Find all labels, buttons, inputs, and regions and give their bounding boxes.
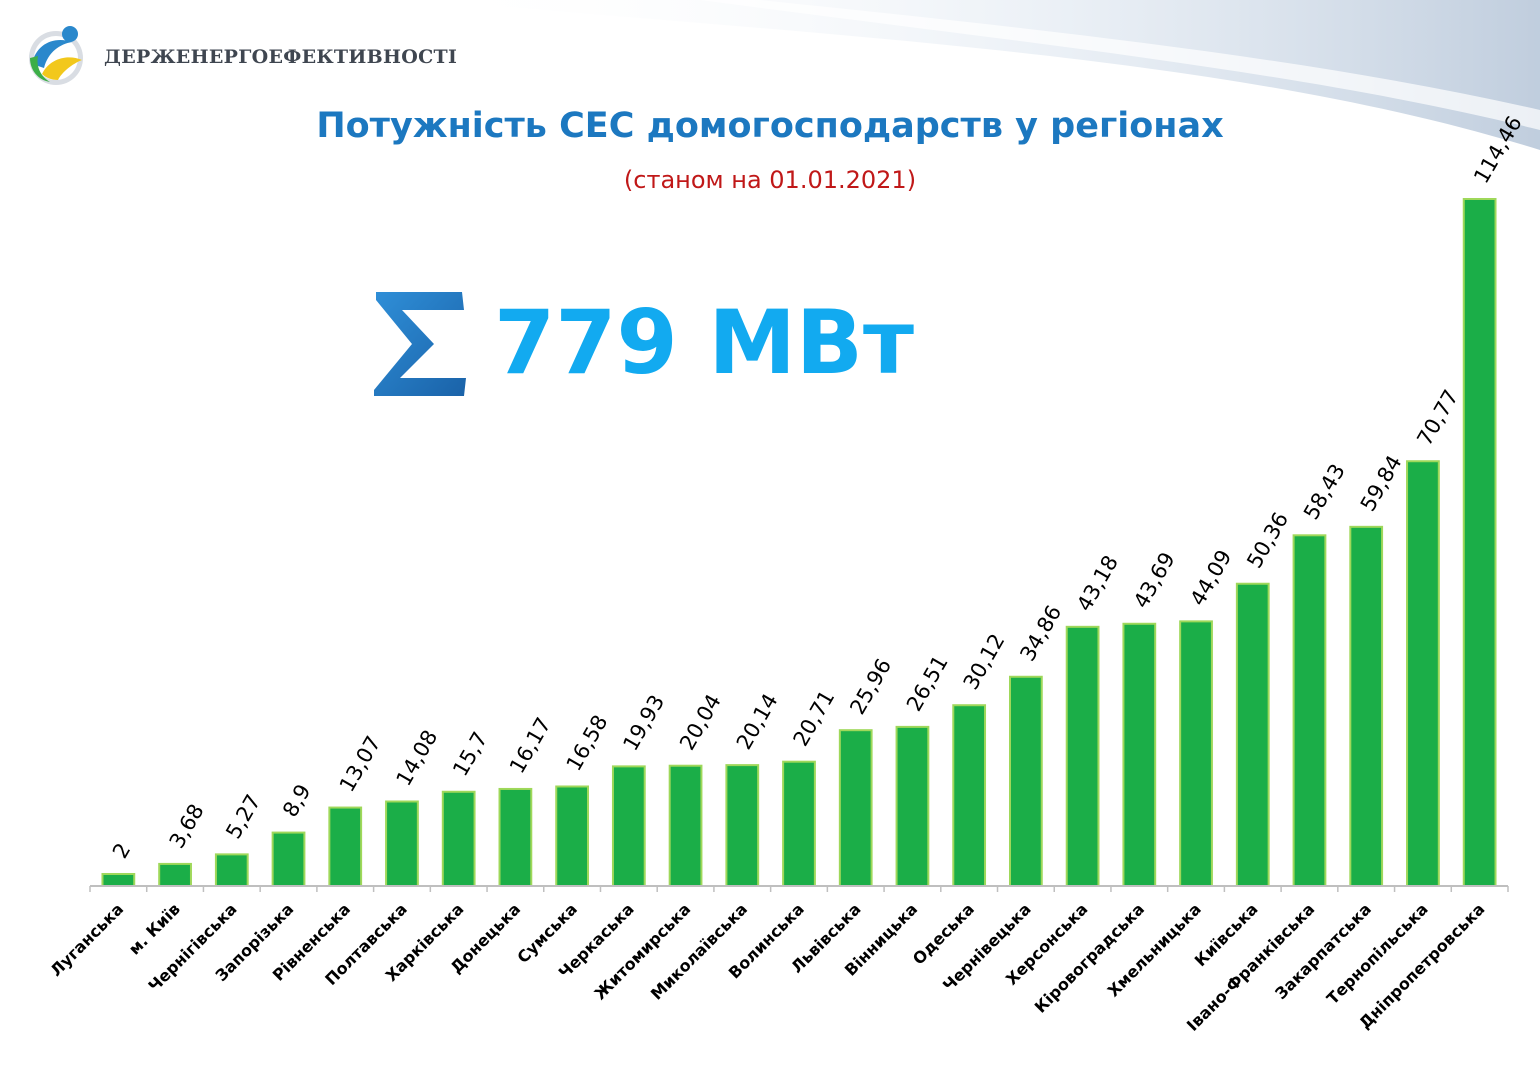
- data-label: 30,12: [959, 630, 1010, 694]
- data-label: 43,69: [1129, 548, 1180, 612]
- category-label: Житомирська: [590, 899, 694, 1003]
- bar: [1406, 460, 1440, 887]
- data-label: 20,71: [789, 686, 840, 750]
- data-label: 70,77: [1412, 386, 1463, 450]
- data-label: 43,18: [1072, 551, 1123, 615]
- bar: [1462, 198, 1497, 887]
- bar: [668, 764, 703, 887]
- header-background-swoosh: [420, 0, 1540, 150]
- category-label: Тернопільська: [1323, 899, 1432, 1008]
- category-label: Закарпатська: [1271, 899, 1375, 1003]
- x-axis-ticks: [89, 886, 1509, 892]
- data-label: 16,58: [562, 711, 613, 775]
- data-label: 15,7: [448, 728, 492, 781]
- bar: [838, 729, 873, 887]
- page-subtitle: (станом на 01.01.2021): [623, 166, 917, 194]
- data-label: 26,51: [902, 651, 953, 715]
- category-label: м. Київ: [125, 899, 184, 958]
- data-label: 5,27: [221, 790, 265, 843]
- category-label: Луганська: [46, 899, 127, 980]
- data-label: 58,43: [1299, 460, 1350, 524]
- bar: [555, 785, 590, 887]
- bar: [214, 853, 249, 888]
- bar: [1008, 675, 1043, 887]
- bar: [1292, 534, 1327, 887]
- data-label: 20,04: [675, 690, 726, 754]
- data-label: 2: [108, 839, 135, 863]
- data-label: 14,08: [392, 726, 443, 790]
- bar: [385, 800, 419, 887]
- data-label: 34,86: [1015, 601, 1066, 665]
- data-label: 16,17: [505, 713, 556, 777]
- bar: [952, 704, 987, 888]
- data-label: 20,14: [732, 690, 783, 754]
- data-label: 25,96: [845, 655, 896, 719]
- data-label: 19,93: [618, 691, 669, 755]
- data-label: 50,36: [1242, 508, 1293, 572]
- category-label: Кіровоградська: [1031, 899, 1148, 1016]
- bar: [611, 765, 646, 888]
- bar: [782, 760, 816, 888]
- bar: [1349, 525, 1384, 887]
- bar: [1235, 582, 1270, 887]
- bar: [725, 764, 760, 888]
- bar: [328, 806, 363, 888]
- category-label: Миколаївська: [647, 899, 751, 1003]
- data-label: 13,07: [335, 732, 386, 796]
- org-name: ДЕРЖЕНЕРГОЕФЕКТИВНОСТІ: [104, 46, 458, 68]
- bar: [1179, 620, 1213, 887]
- data-label: 3,68: [165, 800, 209, 853]
- bar: [271, 831, 306, 888]
- bar: [1122, 622, 1157, 887]
- data-label: 59,84: [1356, 451, 1407, 515]
- bar: [101, 872, 136, 887]
- bar: [158, 862, 192, 888]
- sigma-icon: [374, 292, 466, 396]
- data-label: 8,9: [278, 780, 315, 821]
- bar: [441, 790, 476, 888]
- bar: [1065, 625, 1100, 887]
- data-label: 44,09: [1186, 546, 1237, 610]
- total-capacity: 779 МВт: [494, 291, 914, 394]
- bar: [895, 725, 930, 887]
- page-title: Потужність СЕС домогосподарств у регіона…: [316, 106, 1224, 146]
- bar: [498, 787, 533, 888]
- agency-logo-icon: [29, 26, 83, 85]
